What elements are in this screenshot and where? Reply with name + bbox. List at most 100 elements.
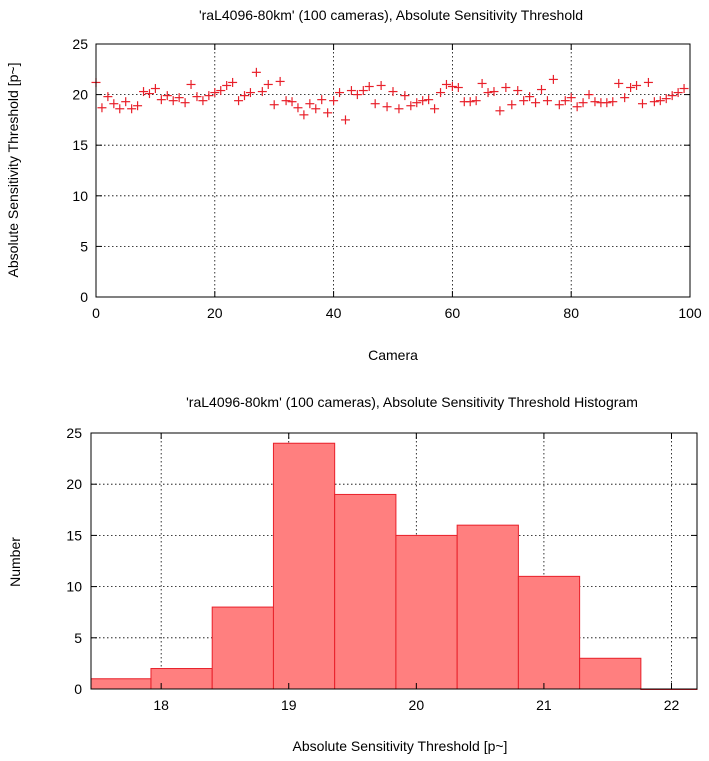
scatter-point (436, 88, 446, 98)
scatter-point (447, 82, 457, 92)
histogram-y-tick-label: 15 (66, 527, 82, 543)
scatter-point (364, 82, 374, 92)
scatter-point (418, 96, 428, 106)
scatter-point (608, 97, 618, 107)
histogram-bar (456, 524, 519, 690)
scatter-plot-frame (95, 43, 691, 298)
scatter-point (643, 77, 653, 87)
scatter-title: 'raL4096-80km' (100 cameras), Absolute S… (199, 7, 583, 23)
scatter-point (542, 96, 552, 106)
histogram-bar (150, 668, 213, 690)
scatter-point (501, 83, 511, 93)
scatter-point (210, 88, 220, 98)
scatter-point (144, 89, 154, 99)
histogram-bars (90, 442, 698, 690)
scatter-point (566, 93, 576, 103)
scatter-point (400, 91, 410, 101)
scatter-x-tick-label: 40 (326, 305, 342, 321)
histogram-bar (579, 657, 642, 690)
histogram-y-tick-label: 5 (74, 630, 82, 646)
histogram-bar (334, 493, 397, 690)
scatter-point (548, 74, 558, 84)
scatter-x-tick-label: 0 (92, 305, 100, 321)
scatter-point (394, 104, 404, 114)
scatter-point (192, 92, 202, 102)
scatter-point (139, 87, 149, 97)
scatter-point (673, 88, 683, 98)
scatter-y-tick-label: 5 (80, 238, 88, 254)
scatter-point (293, 103, 303, 113)
histogram-x-tick-label: 20 (409, 697, 425, 713)
scatter-point (602, 98, 612, 108)
scatter-point (109, 99, 119, 109)
scatter-y-axis-label: Absolute Sensitivity Threshold [p~] (5, 63, 21, 278)
scatter-y-tick-label: 15 (72, 137, 88, 153)
scatter-point (127, 104, 137, 114)
scatter-point (465, 97, 475, 107)
histogram-x-tick-label: 22 (664, 697, 680, 713)
scatter-point (263, 79, 273, 89)
scatter-point (340, 115, 350, 125)
scatter-point (305, 99, 315, 109)
scatter-point (150, 84, 160, 94)
scatter-point (430, 104, 440, 114)
scatter-point (679, 84, 689, 94)
histogram-bar (211, 606, 274, 690)
scatter-point (531, 98, 541, 108)
scatter-point (228, 77, 238, 87)
scatter-point (234, 96, 244, 106)
scatter-point (311, 104, 321, 114)
scatter-point (168, 96, 178, 106)
histogram-y-tick-label: 10 (66, 579, 82, 595)
scatter-point (323, 108, 333, 118)
scatter-point (162, 91, 172, 101)
scatter-point (198, 96, 208, 106)
scatter-point (251, 67, 261, 77)
scatter-y-tick-label: 20 (72, 87, 88, 103)
scatter-point (346, 86, 356, 96)
scatter-point (281, 96, 291, 106)
scatter-point (352, 90, 362, 100)
scatter-point (115, 104, 125, 114)
scatter-point (329, 96, 339, 106)
scatter-point (626, 83, 636, 93)
scatter-point (299, 110, 309, 120)
histogram-y-axis-label: Number (7, 537, 23, 587)
scatter-point (424, 95, 434, 105)
scatter-point (376, 80, 386, 90)
scatter-point (537, 85, 546, 95)
scatter-point (560, 96, 570, 106)
histogram-x-tick-label: 18 (153, 697, 169, 713)
scatter-point (335, 88, 345, 98)
scatter-point (240, 91, 249, 101)
scatter-point (180, 98, 190, 108)
scatter-x-axis-label: Camera (368, 347, 418, 363)
histogram-x-tick-label: 21 (536, 697, 552, 713)
scatter-point (257, 87, 267, 97)
histogram-title: 'raL4096-80km' (100 cameras), Absolute S… (186, 394, 638, 410)
scatter-point (412, 98, 422, 108)
scatter-point (620, 93, 630, 103)
histogram-ticks: 0 5 10 15 20 25 18 19 20 21 22 (66, 425, 697, 713)
scatter-point (245, 88, 255, 98)
scatter-point (358, 86, 368, 96)
histogram-bar (272, 442, 336, 690)
scatter-point (186, 79, 196, 89)
scatter-point (406, 101, 416, 111)
scatter-point (97, 103, 107, 113)
histogram-x-tick-label: 19 (281, 697, 297, 713)
scatter-point (667, 91, 677, 101)
scatter-point (370, 99, 380, 109)
scatter-y-tick-label: 10 (72, 188, 88, 204)
scatter-point (655, 96, 665, 106)
scatter-point (103, 92, 113, 102)
histogram-bar (517, 575, 581, 690)
scatter-point (382, 102, 392, 112)
scatter-point (614, 78, 624, 88)
scatter-point (441, 79, 451, 89)
histogram-x-axis-label: Absolute Sensitivity Threshold [p~] (293, 738, 508, 754)
scatter-point (632, 80, 642, 90)
scatter-point (554, 100, 564, 110)
scatter-points (91, 67, 689, 125)
scatter-point (578, 98, 588, 108)
